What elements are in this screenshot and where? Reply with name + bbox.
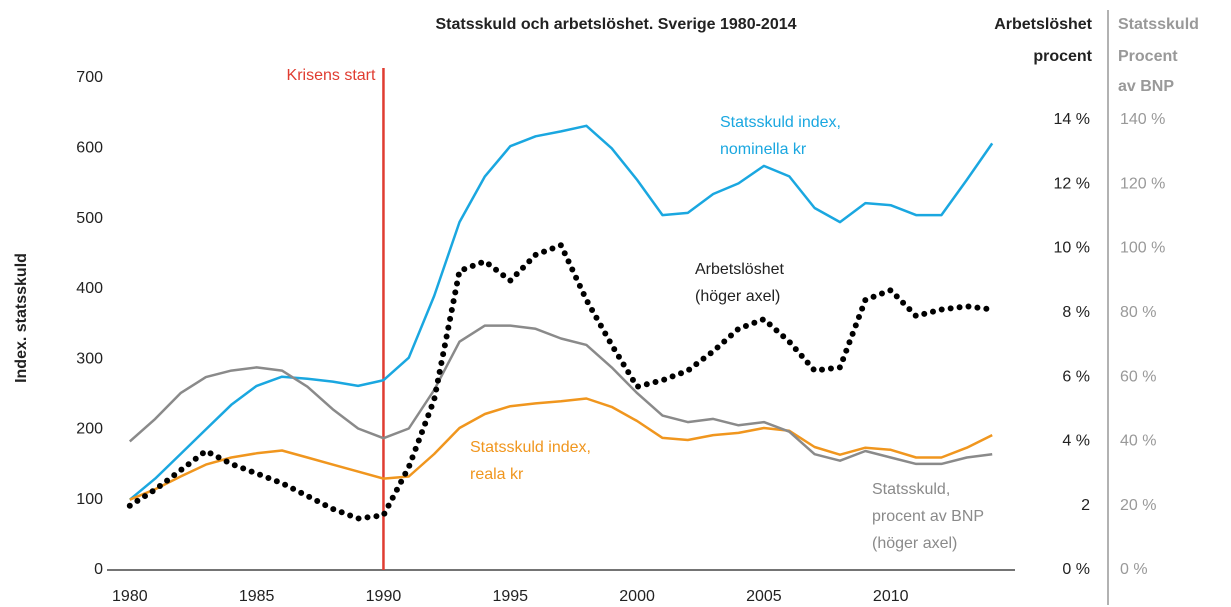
chart-title: Statsskuld och arbetslöshet. Sverige 198…	[435, 16, 796, 33]
y-axis-title: Index. statsskuld	[13, 253, 30, 383]
y-tick-label: 0	[94, 561, 103, 578]
y-tick-label: 400	[76, 280, 103, 297]
series-line	[128, 324, 993, 466]
series-label: Statsskuld index,	[720, 114, 841, 131]
y3-tick-label: 80 %	[1120, 304, 1156, 321]
y3-tick-label: 120 %	[1120, 175, 1165, 192]
annotation: Krisens start	[287, 67, 376, 84]
series-label: procent av BNP	[872, 508, 984, 525]
series-line	[129, 124, 994, 501]
y3-axis-title: av BNP	[1118, 78, 1174, 95]
y2-axis-title: Arbetslöshet	[994, 16, 1092, 33]
y2-tick-label: 12 %	[1054, 175, 1090, 192]
y-tick-label: 100	[76, 491, 103, 508]
x-tick-label: 2000	[619, 588, 655, 605]
y3-tick-label: 0 %	[1120, 561, 1148, 578]
y2-tick-label: 2	[1081, 497, 1090, 514]
y3-tick-label: 40 %	[1120, 433, 1156, 450]
y2-tick-label: 10 %	[1054, 240, 1090, 257]
x-tick-label: 2010	[873, 588, 909, 605]
y3-axis-title: Procent	[1118, 48, 1178, 65]
series-label: Arbetslöshet	[695, 261, 784, 278]
series-line	[129, 397, 993, 501]
series-label: (höger axel)	[695, 288, 780, 305]
x-tick-label: 2005	[746, 588, 782, 605]
series-label: nominella kr	[720, 141, 807, 158]
y3-tick-label: 20 %	[1120, 497, 1156, 514]
x-tick-label: 1980	[112, 588, 148, 605]
x-tick-label: 1985	[239, 588, 275, 605]
y-tick-label: 300	[76, 350, 103, 367]
y2-tick-label: 14 %	[1054, 111, 1090, 128]
y-tick-label: 200	[76, 421, 103, 438]
y-tick-label: 500	[76, 210, 103, 227]
y2-tick-label: 8 %	[1062, 304, 1090, 321]
x-tick-label: 1990	[366, 588, 402, 605]
series-label: (höger axel)	[872, 535, 957, 552]
y2-tick-label: 4 %	[1062, 433, 1090, 450]
series-label: Statsskuld,	[872, 481, 950, 498]
y3-tick-label: 100 %	[1120, 240, 1165, 257]
y2-tick-label: 0 %	[1062, 561, 1090, 578]
y-tick-label: 700	[76, 69, 103, 86]
y2-tick-label: 6 %	[1062, 368, 1090, 385]
y3-axis-title: Statsskuld	[1118, 16, 1199, 33]
y3-tick-label: 60 %	[1120, 368, 1156, 385]
y-tick-label: 600	[76, 140, 103, 157]
x-tick-label: 1995	[492, 588, 528, 605]
y3-tick-label: 140 %	[1120, 111, 1165, 128]
series-label: Statsskuld index,	[470, 439, 591, 456]
y2-axis-title: procent	[1033, 48, 1092, 65]
series-label: reala kr	[470, 466, 524, 483]
series-line	[126, 242, 996, 522]
